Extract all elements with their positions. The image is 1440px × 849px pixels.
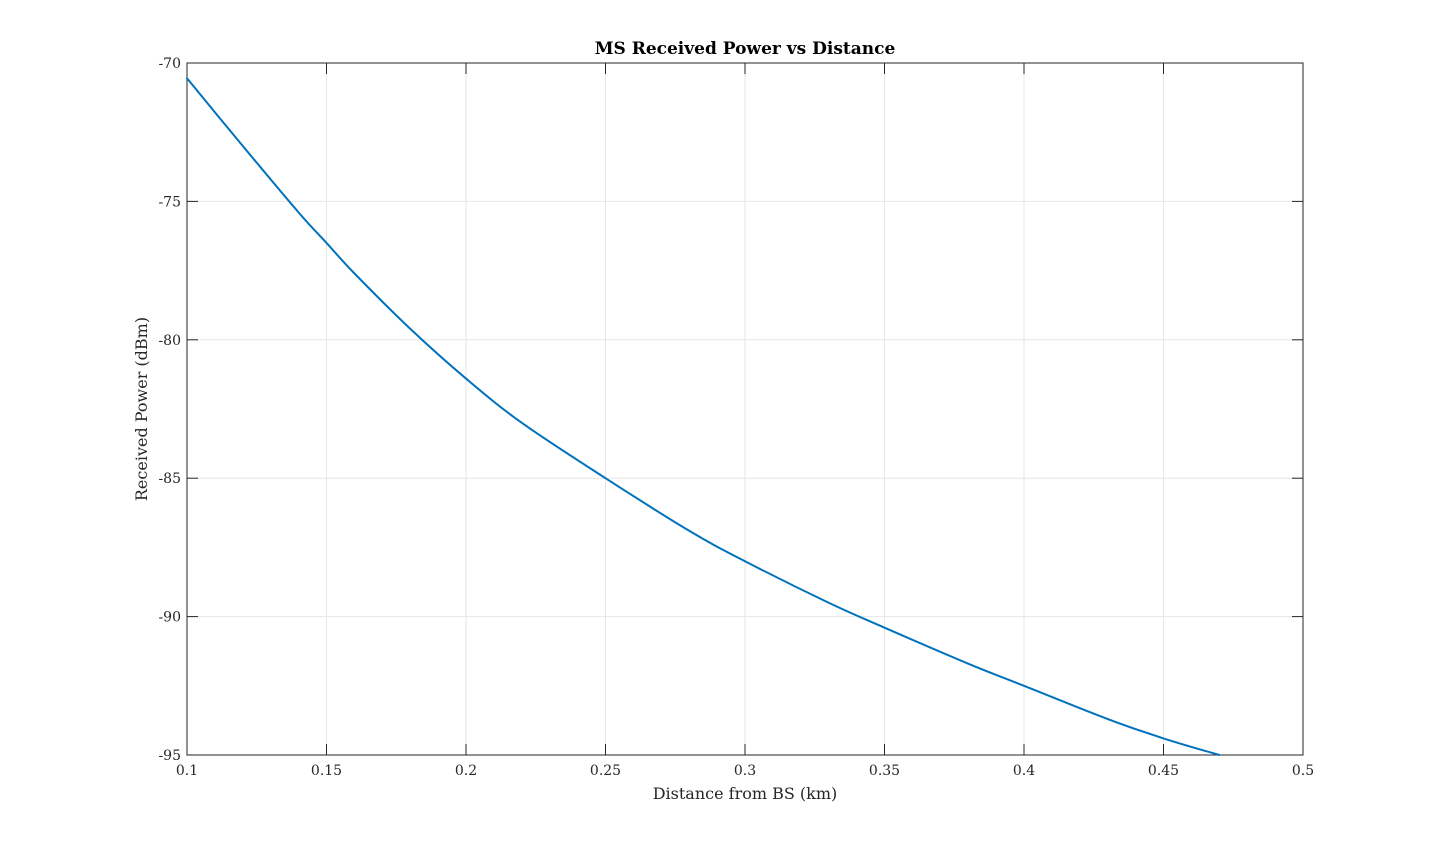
received-power-line [186,77,1221,756]
x-tick-label: 0.2 [455,763,477,779]
x-tick-label: 0.15 [311,763,342,779]
y-tick-label: -75 [158,194,181,210]
y-tick-label: -90 [158,610,181,626]
y-tick-label: -85 [158,471,181,487]
y-tick-label: -95 [158,748,181,764]
y-axis-label: Received Power (dBm) [132,317,151,501]
x-tick-label: 0.35 [869,763,900,779]
y-tick-label: -80 [158,333,181,349]
x-tick-label: 0.45 [1148,763,1179,779]
x-tick-label: 0.4 [1013,763,1035,779]
y-tick-label: -70 [158,56,181,72]
tick-layer: 0.1 0.15 0.2 0.25 0.3 0.35 0.4 0.45 0.5 -70 -75 -80… [158,56,1314,779]
x-tick-label: 0.3 [734,763,756,779]
x-axis-label: Distance from BS (km) [653,784,838,803]
x-tick-label: 0.1 [176,763,198,779]
x-tick-label: 0.5 [1292,763,1314,779]
grid-layer [186,62,1304,756]
chart-title: MS Received Power vs Distance [595,39,896,59]
x-tick-label: 0.25 [590,763,621,779]
series-layer [186,77,1221,756]
